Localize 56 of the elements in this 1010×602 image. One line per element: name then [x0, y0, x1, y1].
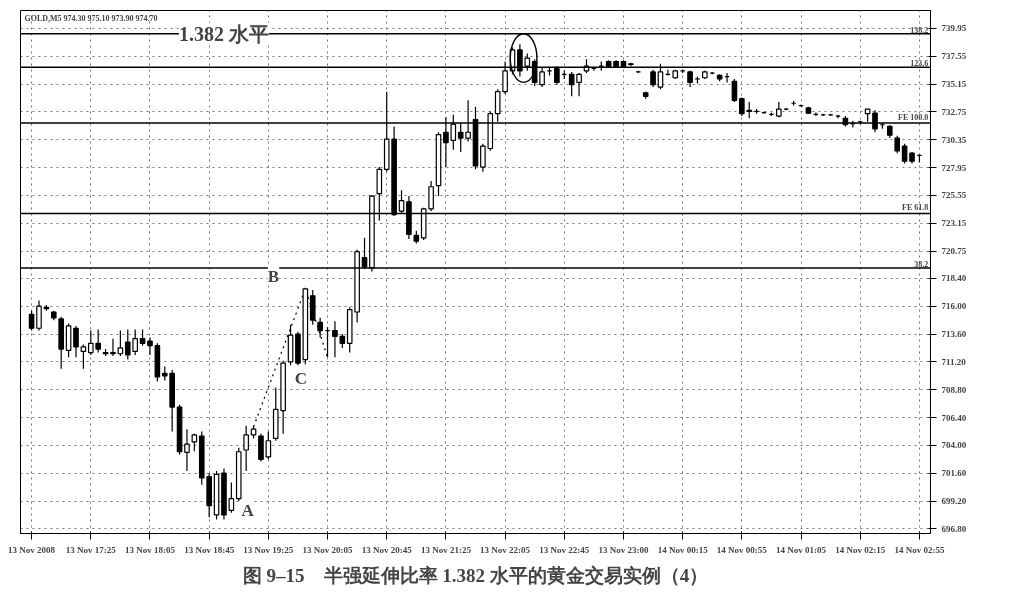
y-tick-label: 723.15: [941, 218, 967, 229]
annotation: B: [267, 266, 280, 286]
annotation: 138.2: [910, 25, 929, 35]
candlestick: [428, 180, 434, 212]
y-tick-label: 708.80: [941, 384, 967, 395]
annotation: 123.6: [910, 59, 929, 69]
x-tick-label: 13 Nov 2008: [8, 544, 56, 555]
y-tick-label: 699.20: [941, 496, 967, 507]
x-tick-label: 13 Nov 20:45: [361, 544, 413, 555]
candlestick: [80, 343, 87, 370]
candlestick: [110, 338, 116, 357]
x-tick-label: 14 Nov 02:55: [894, 544, 945, 555]
y-tick-label: 737.55: [941, 51, 967, 62]
y-tick-label: 727.95: [941, 162, 967, 173]
candlestick: [184, 428, 190, 472]
annotation: C: [294, 368, 308, 388]
y-tick-label: 713.60: [941, 329, 967, 340]
y-tick-label: 706.40: [941, 412, 967, 423]
annotation: FE 100.0: [898, 112, 929, 122]
y-tick-label: 704.00: [941, 440, 967, 451]
y-tick-label: 720.75: [941, 246, 967, 257]
candlestick: [317, 317, 323, 339]
annotation: A: [241, 500, 255, 520]
candlestick: [73, 325, 79, 358]
x-tick-label: 14 Nov 00:55: [716, 544, 768, 555]
x-tick-label: 13 Nov 21:25: [420, 544, 472, 555]
y-tick-label: 732.75: [941, 106, 967, 117]
x-tick-label: 13 Nov 20:05: [302, 544, 354, 555]
x-tick-label: 13 Nov 23:00: [598, 544, 649, 555]
x-tick-label: 13 Nov 19:25: [243, 544, 294, 555]
y-tick-label: 739.95: [941, 23, 967, 34]
annotation: 1.382 水平: [178, 22, 269, 45]
candlestick: [147, 336, 153, 356]
text: 图 9–15 半强延伸比率 1.382 水平的黄金交易实例（4）: [242, 564, 709, 586]
y-tick-label: 718.40: [941, 273, 967, 284]
y-tick-label: 701.60: [941, 468, 967, 479]
x-tick-label: 13 Nov 22:45: [539, 544, 590, 555]
y-tick-label: 730.35: [941, 134, 967, 145]
x-tick-label: 13 Nov 22:05: [480, 544, 531, 555]
y-tick-label: 696.80: [941, 523, 967, 534]
annotation: 38.2: [914, 259, 929, 269]
annotation: FE 61.8: [902, 203, 929, 213]
y-tick-label: 725.55: [941, 190, 967, 201]
x-tick-label: 13 Nov 18:45: [184, 544, 235, 555]
y-tick-label: 716.00: [941, 301, 967, 312]
y-tick-label: 711.20: [941, 356, 967, 367]
y-tick-label: 735.15: [941, 79, 967, 90]
candlestick: [117, 329, 124, 357]
x-tick-label: 14 Nov 02:15: [835, 544, 886, 555]
x-tick-label: 14 Nov 01:05: [776, 544, 827, 555]
x-tick-label: 14 Nov 00:15: [657, 544, 709, 555]
x-tick-label: 13 Nov 17:25: [65, 544, 117, 555]
x-tick-label: 13 Nov 18:05: [124, 544, 176, 555]
annotation: GOLD,M5 974.30 975.10 973.90 974.70: [24, 13, 158, 23]
candlestick: [36, 299, 42, 332]
candlestick: [243, 425, 249, 472]
